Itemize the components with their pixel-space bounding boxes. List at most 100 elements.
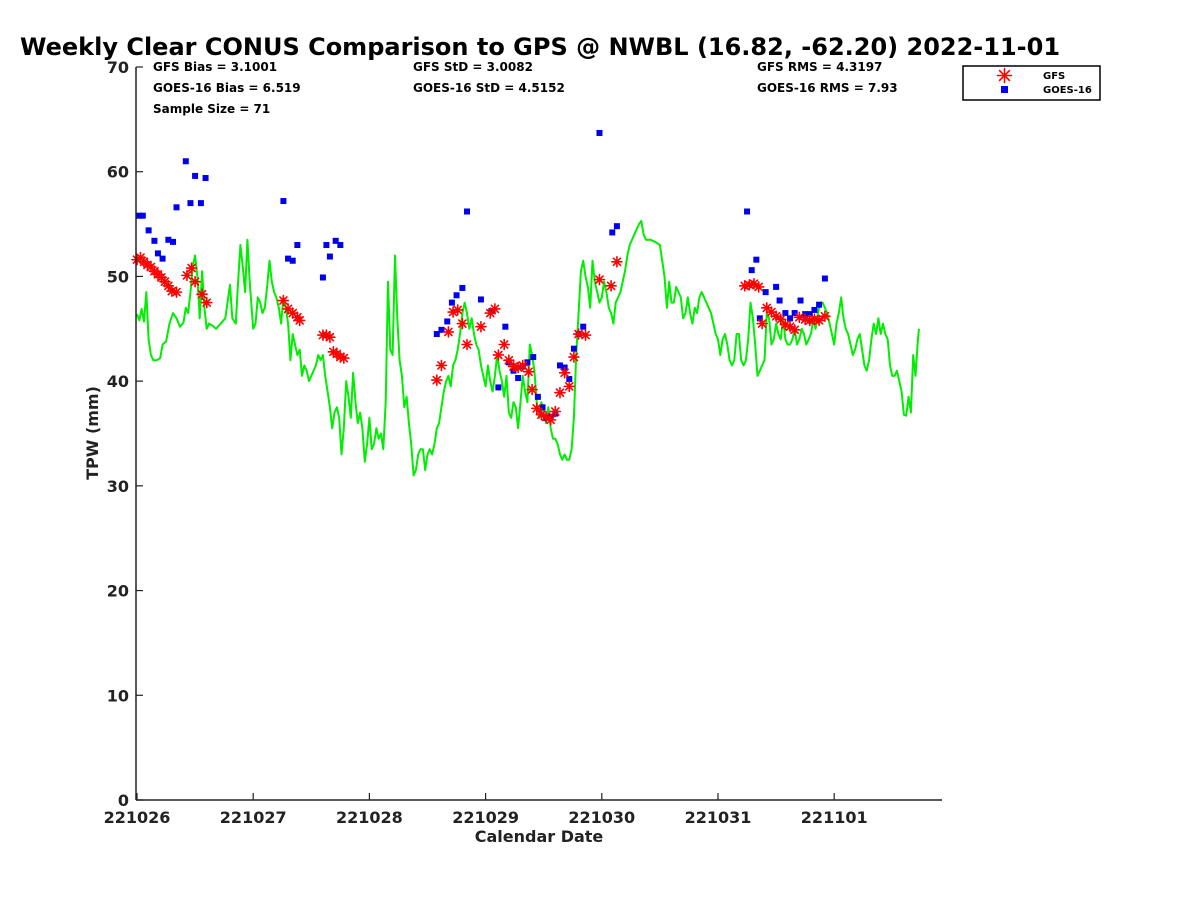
x-tick-label: 221029 [452, 808, 519, 827]
gfs-point [430, 374, 443, 386]
gfs-point [461, 338, 473, 351]
gfs-point [549, 405, 562, 418]
goes-point [811, 306, 818, 313]
goes-point [539, 404, 546, 411]
goes-point [187, 200, 194, 207]
legend-gfs-label: GFS [1043, 71, 1065, 82]
goes-point [145, 227, 152, 234]
gfs-point [282, 303, 294, 315]
gfs-point [492, 349, 505, 361]
goes-point [192, 172, 199, 179]
gfs-point [774, 313, 787, 326]
gfs-point [530, 402, 543, 415]
goes-point [570, 345, 577, 352]
goes-point [776, 297, 783, 304]
x-axis-label: Calendar Date [475, 827, 604, 846]
legend-box [962, 65, 1101, 101]
x-tick-label: 221101 [801, 808, 868, 827]
gfs-point [605, 280, 617, 292]
gfs-point [189, 275, 201, 288]
gfs-point [200, 296, 213, 309]
gfs-point [788, 324, 801, 336]
goes-point [444, 318, 451, 325]
gfs-point [196, 288, 208, 301]
goes-point [806, 311, 813, 318]
x-tick-label: 221028 [336, 808, 403, 827]
gfs-point [185, 262, 198, 274]
goes-point [495, 384, 502, 391]
y-axis-ticks: 0 10 20 30 40 50 60 70 [107, 58, 143, 810]
goes-point [453, 292, 460, 299]
x-tick-label: 221031 [685, 808, 752, 827]
gfs-bias: GFS Bias = 3.1001 [153, 60, 277, 74]
legend: GFS GOES-16 [962, 65, 1101, 101]
gfs-std: GFS StD = 3.0082 [413, 60, 533, 74]
gfs-point [286, 307, 299, 319]
gfs-point [526, 383, 538, 396]
goes-point [530, 354, 537, 361]
chart-title: Weekly Clear CONUS Comparison to GPS @ N… [20, 33, 1060, 61]
gps-line [136, 219, 920, 477]
goes-point [524, 359, 531, 366]
goes-point [748, 267, 755, 274]
y-tick-label: 20 [107, 582, 129, 601]
goes-point [613, 223, 620, 230]
gfs-point [572, 328, 585, 340]
goes-rms: GOES-16 RMS = 7.93 [757, 81, 898, 95]
gfs-point [451, 304, 464, 316]
goes-point [791, 310, 798, 317]
goes-point [182, 158, 189, 165]
goes-point [323, 242, 330, 249]
y-tick-label: 40 [107, 372, 129, 391]
gfs-rms: GFS RMS = 4.3197 [757, 60, 882, 74]
goes-point [197, 200, 204, 207]
gfs-point [489, 303, 501, 315]
x-tick-label: 221027 [220, 808, 287, 827]
goes-point [515, 375, 522, 382]
goes-point [459, 284, 466, 291]
legend-gfs-marker [996, 67, 1013, 84]
goes-point [502, 323, 509, 330]
goes-series [136, 129, 828, 421]
y-tick-label: 10 [107, 686, 129, 705]
gfs-point [756, 317, 768, 330]
y-axis-label: TPW (mm) [83, 386, 102, 480]
gfs-point [752, 281, 765, 293]
goes-point [821, 275, 828, 282]
gfs-series [131, 251, 831, 426]
y-tick-label: 50 [107, 267, 129, 286]
goes-point [159, 255, 166, 262]
goes-point [173, 204, 180, 211]
gfs-point [442, 326, 455, 338]
goes-point [580, 323, 587, 330]
goes-point [477, 296, 484, 303]
gfs-point [475, 320, 487, 333]
gfs-point [579, 329, 592, 341]
gfs-point [277, 294, 290, 307]
gfs-point [503, 354, 515, 367]
goes-point [139, 212, 146, 219]
goes-point [136, 212, 143, 219]
goes-point [289, 257, 296, 264]
gfs-point [170, 286, 183, 298]
goes-point [332, 237, 339, 244]
legend-goes-label: GOES-16 [1043, 85, 1092, 96]
goes-point [464, 208, 471, 215]
sample-size: Sample Size = 71 [153, 102, 270, 116]
goes-point [151, 237, 158, 244]
y-tick-label: 60 [107, 163, 129, 182]
goes-point [337, 242, 344, 249]
goes-point [433, 331, 440, 338]
gfs-point [293, 314, 306, 327]
gfs-point [611, 255, 623, 268]
goes-std: GOES-16 StD = 4.5152 [413, 81, 565, 95]
gfs-point [544, 414, 557, 426]
goes-point [165, 236, 172, 243]
x-tick-label: 221026 [104, 808, 171, 827]
goes-point [756, 315, 763, 322]
gfs-point [456, 317, 469, 330]
goes-point [170, 238, 177, 245]
goes-point [285, 255, 292, 262]
goes-point [294, 242, 301, 249]
